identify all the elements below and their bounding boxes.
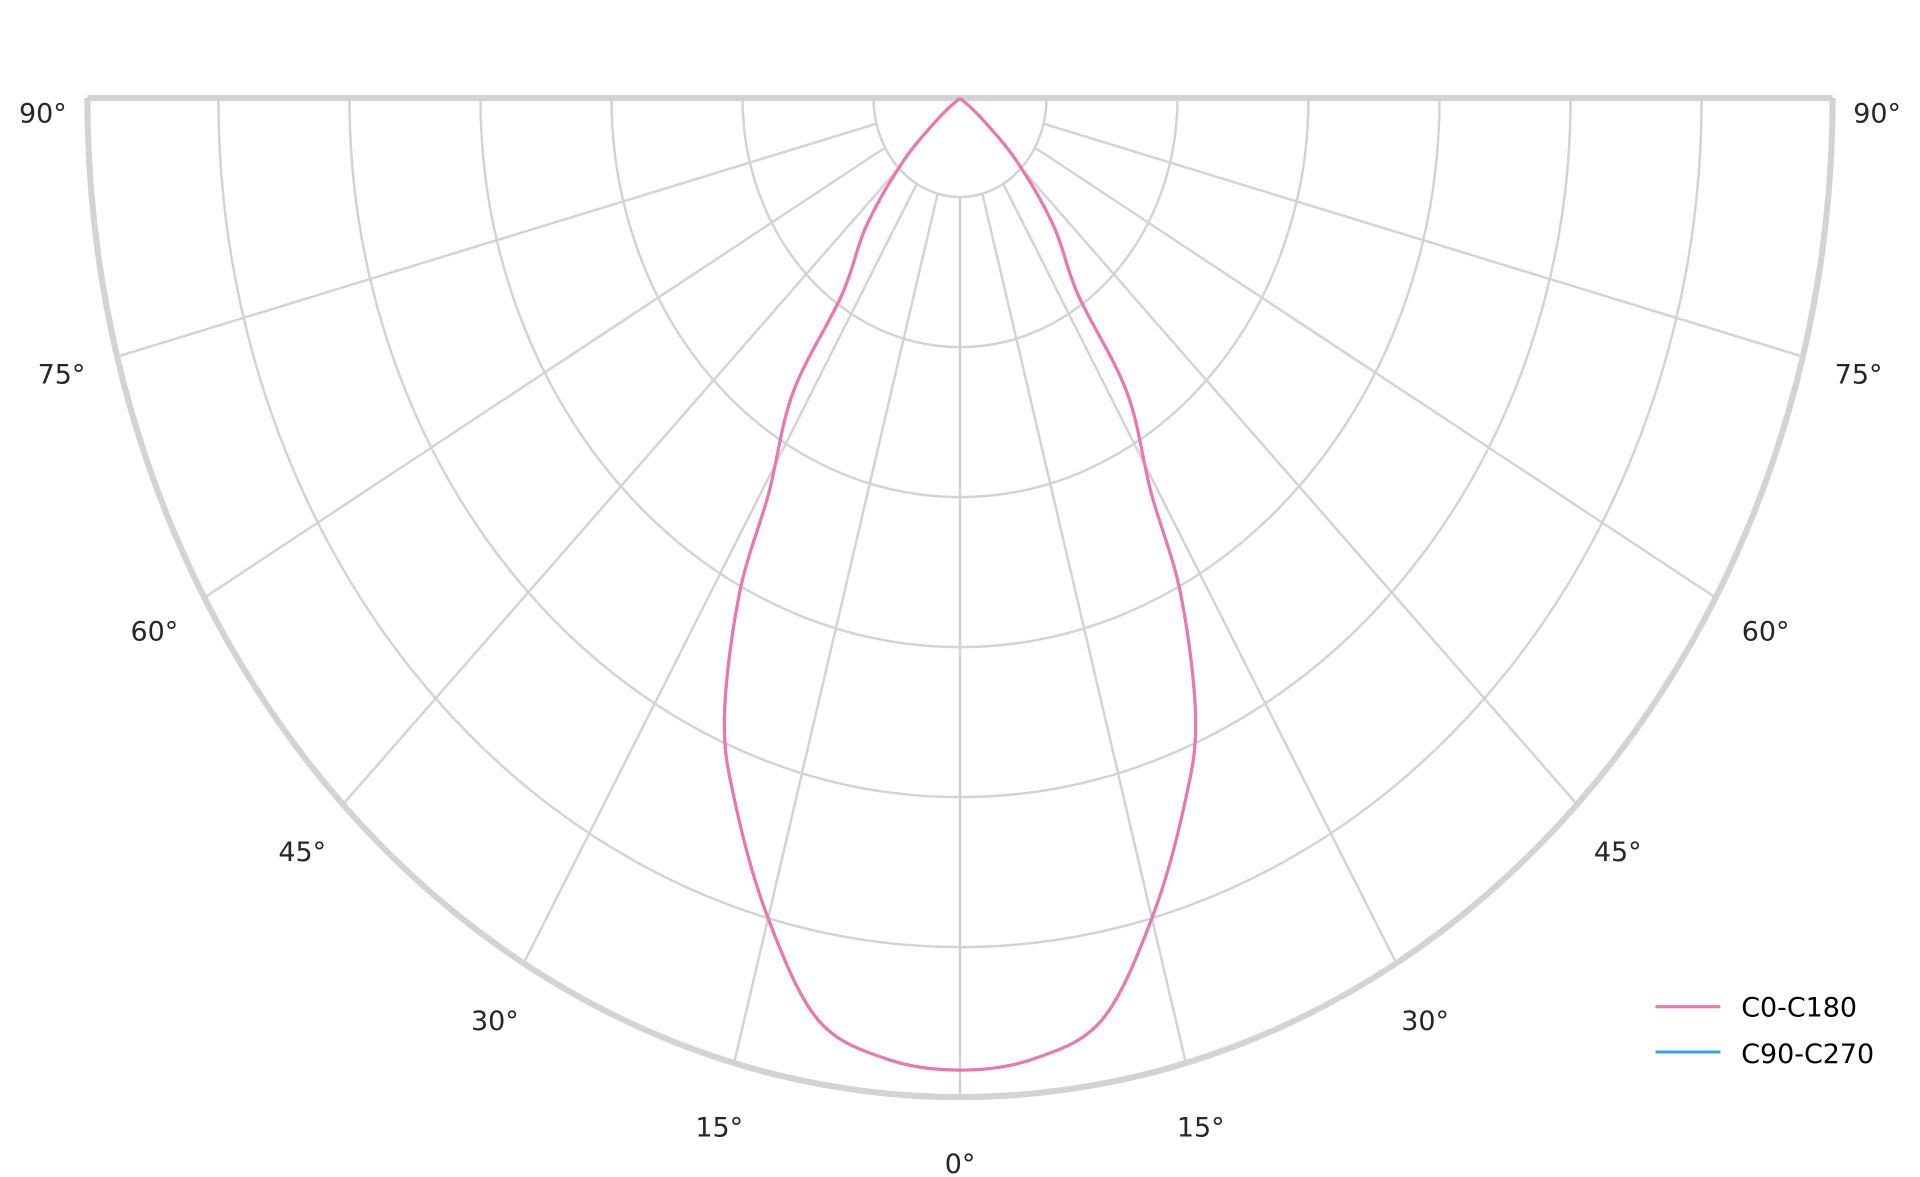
angle-tick-label: 45° [1594, 837, 1642, 868]
angle-tick-label: 60° [1742, 616, 1790, 647]
angular-gridline [1043, 122, 1804, 358]
series-line-c0-c180 [722, 96, 1198, 1072]
angle-tick-label: 30° [471, 1006, 519, 1037]
legend-label-c90-c270: C90-C270 [1741, 1039, 1874, 1070]
angle-tick-label: 75° [38, 360, 86, 391]
angular-gridline [981, 193, 1188, 1064]
angular-gridline [342, 167, 900, 806]
series-layer [722, 96, 1198, 1072]
angle-tick-label: 75° [1835, 360, 1883, 391]
angle-tick-label: 0° [945, 1149, 976, 1177]
legend: C0-C180 C90-C270 [1655, 992, 1874, 1070]
angular-gridline [203, 146, 886, 599]
angle-tick-label: 15° [695, 1113, 743, 1144]
angular-gridline [522, 183, 918, 964]
polar-grid [84, 95, 1836, 1101]
angular-gridline [1002, 183, 1398, 964]
angle-tick-label: 90° [19, 99, 67, 130]
angular-gridline [732, 193, 939, 1064]
angle-tick-label: 45° [278, 837, 326, 868]
angle-tick-label: 15° [1177, 1113, 1225, 1144]
legend-label-c0-c180: C0-C180 [1741, 992, 1857, 1023]
angle-labels: 90° 75° 60° 45° 30° 15° 0° 15° 30° 45° 60° 75° 90° [19, 99, 1901, 1177]
angle-tick-label: 30° [1401, 1006, 1449, 1037]
angle-tick-label: 60° [131, 616, 179, 647]
radial-gridline [872, 98, 1048, 199]
angular-gridline [116, 122, 877, 358]
angle-tick-label: 90° [1853, 99, 1901, 130]
angular-gridline [1034, 146, 1717, 599]
angular-gridline [1020, 167, 1578, 806]
